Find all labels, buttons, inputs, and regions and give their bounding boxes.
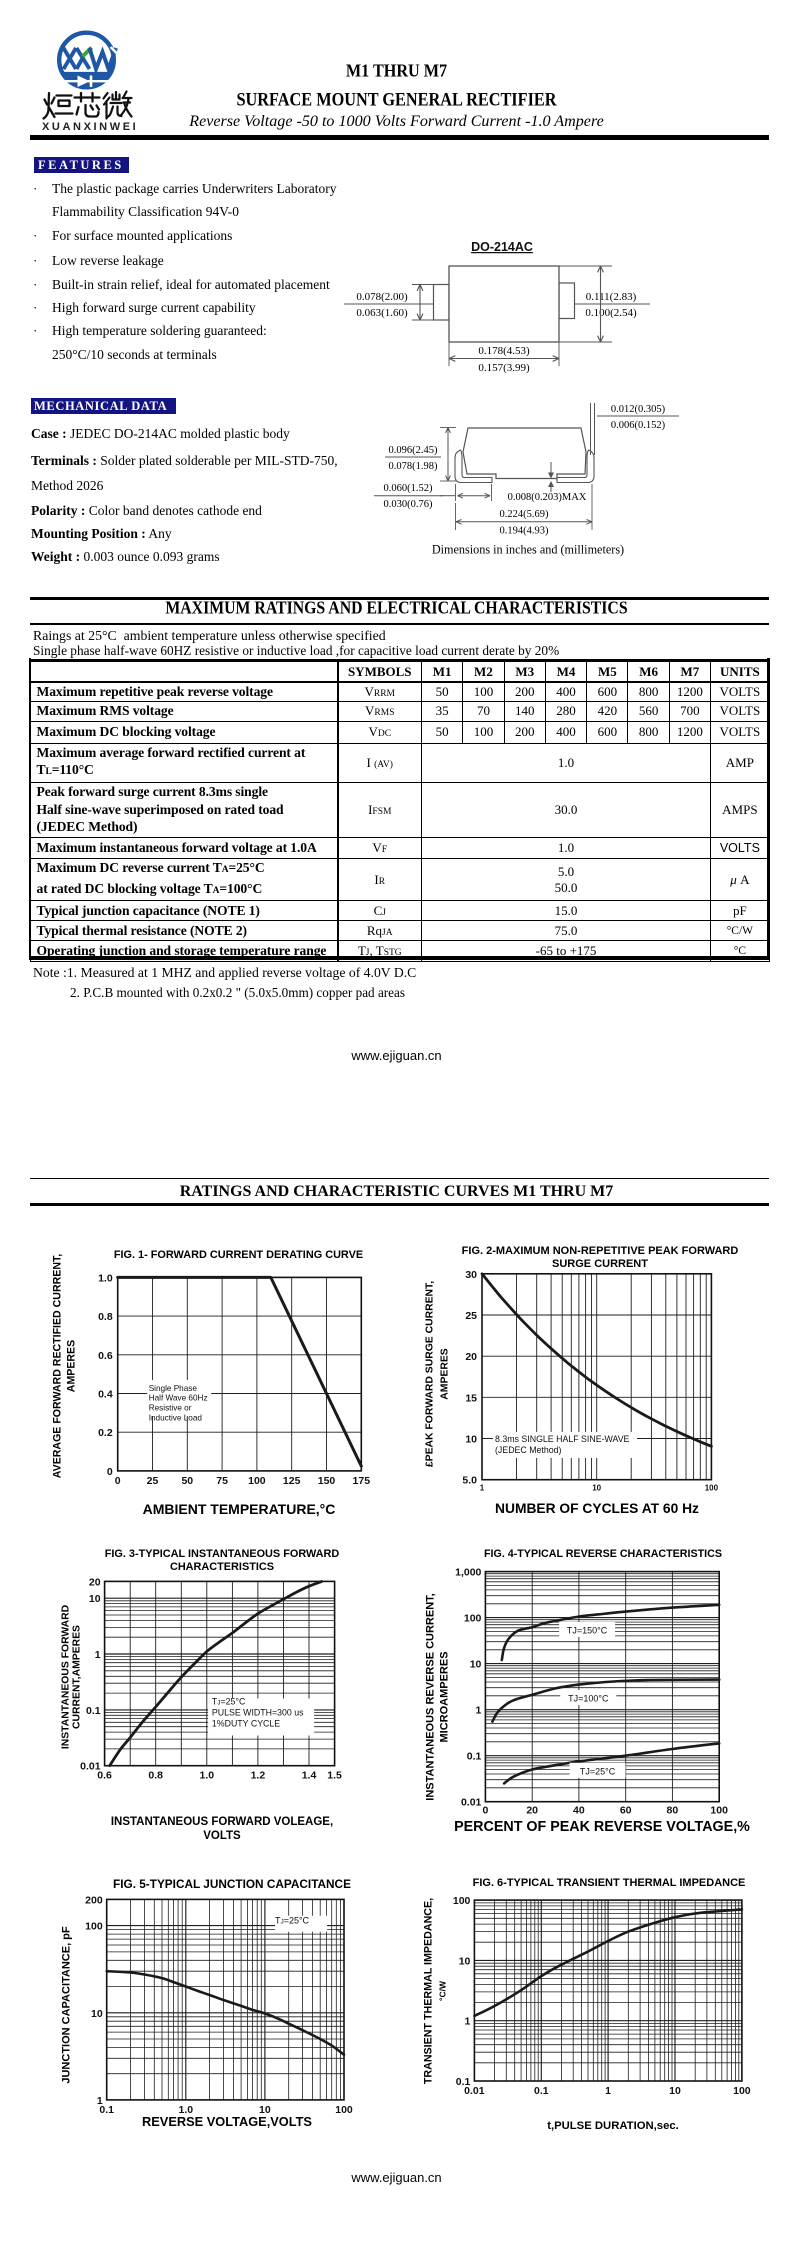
svg-text:75: 75	[216, 1475, 228, 1487]
svg-text:0.157(3.99): 0.157(3.99)	[478, 362, 530, 374]
svg-text:10: 10	[592, 1484, 601, 1493]
svg-text:0.063(1.60): 0.063(1.60)	[356, 307, 408, 319]
svg-text:Single Phase: Single Phase	[149, 1384, 198, 1393]
svg-text:0.8: 0.8	[148, 1770, 163, 1782]
svg-text:60: 60	[620, 1805, 632, 1817]
svg-text:0.2: 0.2	[98, 1427, 113, 1439]
svg-text:0.012(0.305): 0.012(0.305)	[611, 404, 666, 415]
svg-text:TJ=100°C: TJ=100°C	[568, 1694, 609, 1704]
svg-text:1,000: 1,000	[455, 1567, 481, 1579]
svg-text:100: 100	[453, 1895, 471, 1907]
svg-text:100: 100	[335, 2104, 353, 2116]
svg-text:80: 80	[667, 1805, 679, 1817]
svg-text:0.1: 0.1	[467, 1751, 482, 1763]
svg-text:0.178(4.53): 0.178(4.53)	[478, 345, 530, 357]
svg-text:PULSE WIDTH=300 us: PULSE WIDTH=300 us	[212, 1708, 304, 1718]
svg-text:0.01: 0.01	[80, 1761, 101, 1773]
svg-text:100: 100	[464, 1613, 482, 1625]
svg-text:0.078(1.98): 0.078(1.98)	[389, 461, 438, 472]
svg-text:0.4: 0.4	[98, 1389, 113, 1401]
svg-text:TJ=25°C: TJ=25°C	[580, 1766, 616, 1776]
svg-text:1: 1	[480, 1484, 485, 1493]
svg-text:0.224(5.69): 0.224(5.69)	[500, 509, 549, 520]
svg-text:30: 30	[465, 1269, 477, 1281]
svg-text:0.01: 0.01	[464, 2085, 485, 2097]
svg-text:Resistive or: Resistive or	[149, 1404, 192, 1413]
svg-text:0.6: 0.6	[98, 1350, 113, 1362]
svg-text:10: 10	[459, 1955, 471, 1967]
svg-text:1.0: 1.0	[199, 1770, 214, 1782]
svg-text:1%DUTY CYCLE: 1%DUTY CYCLE	[212, 1719, 280, 1729]
svg-text:Inductive Load: Inductive Load	[149, 1413, 203, 1422]
svg-text:10: 10	[470, 1659, 482, 1671]
svg-text:100: 100	[710, 1805, 728, 1817]
svg-text:0: 0	[115, 1475, 121, 1487]
svg-text:15: 15	[465, 1392, 477, 1404]
svg-text:1: 1	[97, 2095, 103, 2107]
svg-text:5.0: 5.0	[462, 1475, 477, 1487]
svg-text:0.8: 0.8	[98, 1311, 113, 1323]
svg-text:0.1: 0.1	[456, 2076, 471, 2088]
svg-text:8.3ms SINGLE HALF SINE-WAVE: 8.3ms SINGLE HALF SINE-WAVE	[495, 1434, 630, 1444]
svg-text:200: 200	[85, 1894, 103, 1906]
svg-text:25: 25	[147, 1475, 159, 1487]
svg-text:0.1: 0.1	[534, 2085, 549, 2097]
svg-text:0.078(2.00): 0.078(2.00)	[356, 291, 408, 303]
svg-text:1.0: 1.0	[178, 2104, 193, 2116]
svg-text:0: 0	[107, 1466, 113, 1478]
svg-text:10: 10	[259, 2104, 271, 2116]
svg-text:0.6: 0.6	[97, 1770, 112, 1782]
svg-text:0.01: 0.01	[461, 1797, 482, 1809]
svg-text:0.1: 0.1	[86, 1705, 101, 1717]
svg-text:0.006(0.152): 0.006(0.152)	[611, 420, 666, 431]
svg-text:0.008(0.203)MAX: 0.008(0.203)MAX	[508, 492, 587, 503]
svg-text:0.111(2.83): 0.111(2.83)	[586, 291, 637, 303]
svg-text:50: 50	[181, 1475, 193, 1487]
svg-text:0: 0	[482, 1805, 488, 1817]
svg-text:100: 100	[85, 1921, 103, 1933]
svg-text:1.5: 1.5	[327, 1770, 342, 1782]
svg-text:1.0: 1.0	[98, 1272, 113, 1284]
svg-text:10: 10	[91, 2008, 103, 2020]
svg-text:20: 20	[465, 1351, 477, 1363]
svg-text:10: 10	[89, 1593, 101, 1605]
svg-text:Half Wave 60Hz: Half Wave 60Hz	[149, 1394, 208, 1403]
svg-text:0.194(4.93): 0.194(4.93)	[500, 526, 549, 537]
svg-text:20: 20	[89, 1576, 101, 1588]
svg-text:1.2: 1.2	[251, 1770, 266, 1782]
svg-text:100: 100	[248, 1475, 266, 1487]
svg-text:0.100(2.54): 0.100(2.54)	[585, 307, 637, 319]
svg-text:TJ=25°C: TJ=25°C	[212, 1697, 246, 1707]
svg-text:175: 175	[353, 1475, 371, 1487]
svg-text:(JEDEC Method): (JEDEC Method)	[495, 1445, 562, 1455]
svg-text:0.030(0.76): 0.030(0.76)	[384, 499, 433, 510]
svg-text:DO-214AC: DO-214AC	[471, 240, 533, 254]
svg-text:125: 125	[283, 1475, 301, 1487]
svg-text:Dimensions in inches and (mill: Dimensions in inches and (millimeters)	[432, 543, 624, 557]
svg-text:0.1: 0.1	[99, 2104, 114, 2116]
svg-text:1: 1	[476, 1705, 482, 1717]
svg-text:10: 10	[669, 2085, 681, 2097]
svg-text:150: 150	[318, 1475, 336, 1487]
svg-text:0.060(1.52): 0.060(1.52)	[384, 483, 433, 494]
svg-text:1: 1	[465, 2016, 471, 2028]
svg-text:25: 25	[465, 1310, 477, 1322]
svg-text:1.4: 1.4	[302, 1770, 317, 1782]
svg-text:20: 20	[526, 1805, 538, 1817]
svg-text:40: 40	[573, 1805, 585, 1817]
svg-text:10: 10	[465, 1434, 477, 1446]
svg-text:0.096(2.45): 0.096(2.45)	[389, 445, 438, 456]
svg-text:1: 1	[95, 1649, 101, 1661]
svg-text:1: 1	[605, 2085, 611, 2097]
svg-text:100: 100	[705, 1484, 719, 1493]
svg-text:TJ=150°C: TJ=150°C	[567, 1625, 608, 1635]
svg-text:TJ=25°C: TJ=25°C	[275, 1916, 310, 1926]
svg-text:100: 100	[733, 2085, 751, 2097]
